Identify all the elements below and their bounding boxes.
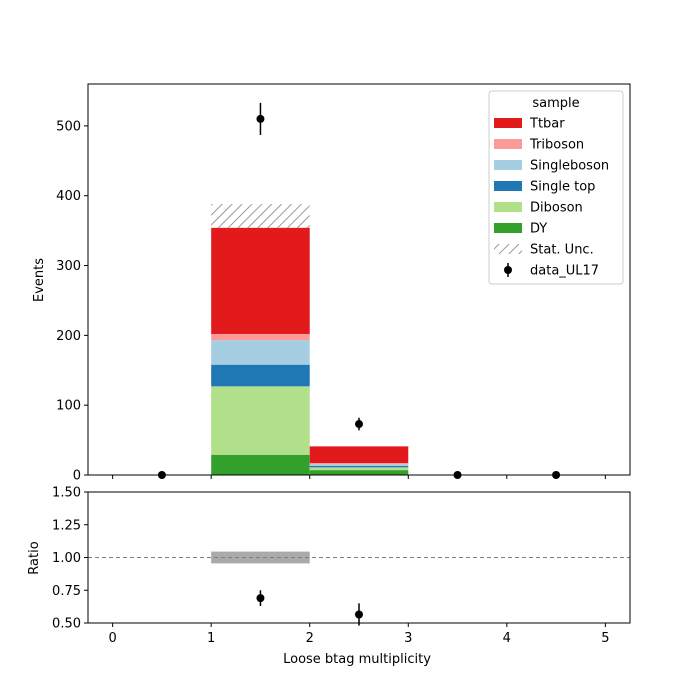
main-y-axis: 0 100 200 300 400 500 (56, 119, 88, 484)
bar-dy-bin-2 (309, 470, 409, 475)
data-point-2 (355, 420, 363, 429)
stat-unc-band-bin-1 (211, 204, 310, 228)
legend-swatch-single-top (494, 181, 522, 191)
legend-label-singleboson: Singleboson (530, 159, 609, 174)
bar-singleboson-bin-2 (309, 463, 409, 466)
legend-label-single-top: Single top (530, 180, 595, 195)
bar-triboson-bin-1 (211, 333, 310, 341)
main-panel: 0 100 200 300 400 500 Events sample Ttbar Trib… (32, 83, 631, 484)
ratio-x-axis: 0 1 2 3 4 5 (108, 623, 610, 646)
legend: sample Ttbar Triboson Singleboson Single to… (488, 90, 624, 285)
ratio-panel: 0.50 0.75 1.00 1.25 1.50 0 1 2 3 4 5 Ratio Loose … (27, 486, 631, 667)
main-y-axis-label: Events (32, 258, 47, 302)
ratio-y-tick-label: 0.50 (52, 617, 81, 632)
main-y-tick-label: 500 (56, 119, 81, 134)
bar-single-top-bin-2 (309, 465, 409, 468)
legend-label-diboson: Diboson (530, 201, 583, 216)
main-y-tick-label: 300 (56, 259, 81, 274)
main-y-tick-label: 100 (56, 399, 81, 414)
x-axis-label: Loose btag multiplicity (283, 652, 431, 667)
main-axes-frame (87, 83, 631, 476)
legend-label-triboson: Triboson (529, 138, 584, 153)
legend-swatch-diboson (494, 202, 522, 212)
x-tick-label: 4 (503, 631, 511, 646)
x-tick-label: 2 (306, 631, 314, 646)
legend-label-dy: DY (530, 222, 547, 237)
main-y-tick-label: 200 (56, 329, 81, 344)
x-tick-label: 5 (601, 631, 609, 646)
legend-swatch-ttbar (494, 118, 522, 128)
bar-triboson-bin-2 (309, 463, 409, 464)
ratio-y-tick-label: 1.50 (52, 486, 81, 501)
ratio-point-0 (256, 594, 265, 603)
bar-diboson-bin-1 (211, 386, 310, 455)
x-tick-label: 3 (404, 631, 412, 646)
ratio-unc-band (211, 551, 310, 564)
ratio-y-tick-label: 0.75 (52, 584, 81, 599)
legend-swatch-triboson (494, 139, 522, 149)
legend-box (488, 90, 624, 285)
bar-ttbar-bin-1 (211, 227, 310, 334)
legend-label-data-ul17: data_UL17 (530, 264, 599, 279)
legend-swatch-dy (494, 223, 522, 233)
bar-dy-bin-1 (211, 454, 310, 475)
bar-single-top-bin-1 (211, 364, 310, 387)
legend-label-stat-unc: Stat. Unc. (530, 243, 594, 258)
main-y-tick-label: 0 (73, 469, 81, 484)
legend-label-ttbar: Ttbar (529, 117, 565, 132)
legend-title: sample (532, 96, 579, 111)
bar-ttbar-bin-2 (309, 446, 409, 464)
bar-singleboson-bin-1 (211, 340, 310, 365)
legend-marker-data-ul17 (504, 266, 512, 274)
main-x-ticks (112, 475, 606, 479)
bar-diboson-bin-2 (309, 467, 409, 471)
data-point-1 (256, 114, 265, 123)
legend-swatch-stat-unc (494, 244, 522, 254)
main-y-tick-label: 400 (56, 189, 81, 204)
ratio-y-axis: 0.50 0.75 1.00 1.25 1.50 (52, 486, 88, 632)
ratio-y-axis-label: Ratio (27, 541, 42, 574)
ratio-y-tick-label: 1.25 (52, 518, 81, 533)
x-tick-label: 0 (108, 631, 116, 646)
legend-swatch-singleboson (494, 160, 522, 170)
ratio-y-tick-label: 1.00 (52, 551, 81, 566)
x-tick-label: 1 (207, 631, 215, 646)
ratio-point-1 (355, 610, 363, 619)
